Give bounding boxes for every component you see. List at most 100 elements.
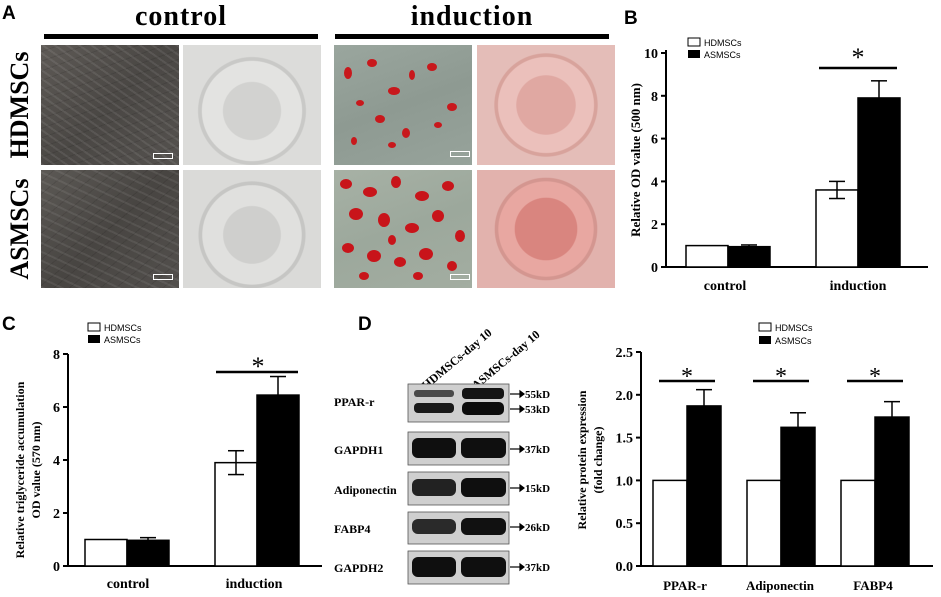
bar-hdmscs-induction (214, 461, 258, 567)
y-tick-label: 4 (651, 175, 658, 190)
bar-asmscs-fabp4 (874, 416, 910, 567)
panel-label-d: D (358, 314, 372, 335)
y-tick-label: 6 (53, 401, 60, 416)
legend-label-hdmscs: HDMSCs (104, 323, 142, 333)
y-tick-label: 0.5 (616, 517, 634, 532)
bars (652, 388, 910, 567)
bars (84, 375, 300, 567)
bars (685, 80, 901, 268)
bar-asmscs-control (126, 539, 170, 567)
bar-asmscs-adiponectin (780, 426, 816, 567)
marker-37kd-gapdh2: 37kD (525, 562, 550, 574)
bar-hdmscs-control (84, 538, 128, 567)
bar-asmscs-ppar-r (686, 405, 722, 567)
y-axis-label-line2: OD value (570 nm) (29, 422, 43, 519)
marker-15kd: 15kD (525, 483, 550, 495)
blot-strip-fabp4 (407, 511, 510, 545)
x-label-induction: induction (830, 279, 887, 294)
marker-arrows (510, 389, 525, 572)
bar-hdmscs-induction (815, 189, 859, 268)
significance-star: * (869, 364, 881, 390)
protein-label-gapdh1: GAPDH1 (334, 443, 383, 457)
chart-c: Relative triglyceride accumulation OD va… (13, 322, 322, 592)
x-label-ppar: PPAR-r (663, 578, 707, 593)
legend-label-hdmscs: HDMSCs (704, 38, 742, 48)
legend-label-asmscs: ASMSCs (704, 50, 741, 60)
legend-swatch-asmscs (88, 335, 100, 343)
hdmscs-induction-micrograph (334, 45, 472, 165)
column-header-control: control (134, 1, 228, 32)
y-tick-label: 6 (651, 133, 658, 148)
bar-asmscs-induction (256, 394, 300, 567)
panel-label-b: B (624, 8, 638, 29)
chart-b: Relative OD value (500 nm) 0 2 4 6 8 10 HDMSC… (628, 37, 928, 294)
legend-swatch-hdmscs (87, 322, 101, 332)
legend-swatch-hdmscs (758, 322, 772, 332)
y-ticks: 0.0 0.5 1.0 1.5 2.0 2.5 (616, 346, 641, 575)
induction-bracket-line (335, 34, 609, 39)
asmscs-induction-micrograph (334, 170, 472, 288)
y-tick-label: 2.5 (616, 346, 634, 361)
x-label-fabp4: FABP4 (853, 578, 893, 593)
lipid-droplets (340, 176, 465, 280)
legend: HDMSCs ASMSCs (758, 322, 813, 346)
bar-hdmscs-adiponectin (746, 479, 782, 567)
y-tick-label: 0.0 (616, 560, 634, 575)
blot-strip-gapdh1 (407, 431, 510, 466)
y-tick-label: 8 (651, 90, 658, 105)
blot-strip-adiponectin (407, 471, 510, 506)
bar-asmscs-control (727, 245, 771, 268)
y-tick-label: 2 (53, 507, 60, 522)
y-tick-label: 0 (53, 560, 60, 575)
y-axis-label-line2: (fold change) (591, 427, 605, 494)
legend: HDMSCs ASMSCs (87, 322, 142, 345)
scale-bar (450, 151, 470, 157)
legend-label-asmscs: ASMSCs (775, 336, 812, 346)
blot-strip-gapdh2 (407, 550, 510, 585)
lipid-droplets (344, 59, 457, 148)
legend-swatch-asmscs (759, 336, 771, 344)
hdmscs-induction-well-photo (477, 45, 615, 165)
row-label-hdmscs: HDMSCs (5, 51, 34, 159)
marker-26kd: 26kD (525, 522, 550, 534)
marker-55kd: 55kD (525, 389, 550, 401)
hdmscs-control-micrograph (41, 45, 179, 165)
chart-d: Relative protein expression (fold change… (575, 322, 933, 593)
marker-37kd-gapdh1: 37kD (525, 444, 550, 456)
significance-star: * (852, 43, 865, 72)
y-axis-label-line1: Relative triglyceride accumulation (13, 381, 27, 558)
y-tick-label: 1.0 (616, 474, 634, 489)
x-label-control: control (107, 577, 150, 592)
legend-swatch-asmscs (688, 50, 700, 58)
y-ticks: 0 2 4 6 8 10 (644, 47, 666, 276)
protein-label-fabp4: FABP4 (334, 522, 370, 536)
bar-hdmscs-fabp4 (840, 479, 876, 567)
protein-label-gapdh2: GAPDH2 (334, 561, 383, 575)
y-tick-label: 1.5 (616, 432, 634, 447)
scale-bar (153, 153, 173, 159)
x-label-induction: induction (226, 577, 283, 592)
protein-label-ppar: PPAR-r (334, 395, 375, 409)
y-tick-label: 0 (651, 261, 658, 276)
asmscs-control-well-photo (183, 170, 321, 288)
significance-star: * (681, 364, 693, 390)
y-tick-label: 8 (53, 348, 60, 363)
panel-label-a: A (2, 3, 16, 24)
bar-hdmscs-control (685, 244, 729, 268)
bar-asmscs-induction (857, 97, 901, 268)
y-tick-label: 2.0 (616, 389, 634, 404)
control-bracket-line (44, 34, 318, 39)
legend-swatch-hdmscs (687, 37, 701, 47)
y-tick-label: 2 (651, 218, 658, 233)
significance-star: * (252, 352, 265, 381)
y-tick-label: 4 (53, 454, 60, 469)
western-blot: HDMSCs-day 10 ASMSCs-day 10 PPAR-r GAPDH… (334, 326, 550, 585)
y-tick-label: 10 (644, 47, 658, 62)
panel-label-c: C (2, 314, 16, 335)
blot-strip-ppar (407, 383, 510, 423)
scale-bar (450, 274, 470, 280)
protein-label-adiponectin: Adiponectin (334, 483, 397, 497)
legend: HDMSCs ASMSCs (687, 37, 742, 60)
x-label-control: control (704, 279, 747, 294)
column-header-induction: induction (410, 1, 534, 32)
